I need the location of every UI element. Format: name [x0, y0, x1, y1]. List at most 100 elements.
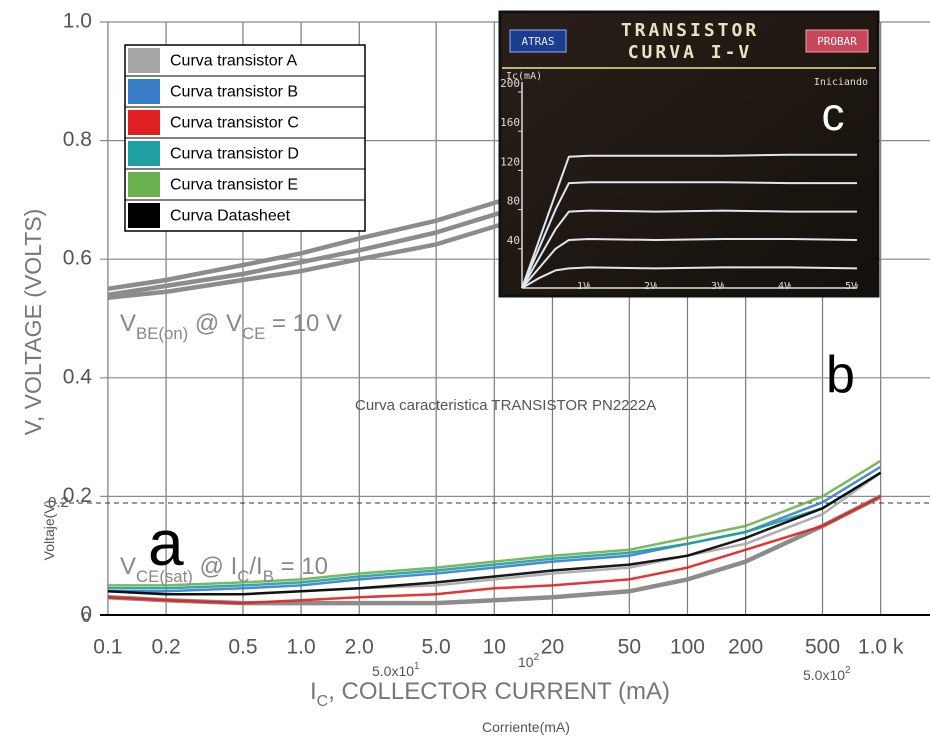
inset-y-tick-label: 120 [500, 155, 520, 168]
inset-letter: c [822, 88, 845, 140]
annotation: 5.0x102 [803, 665, 851, 683]
annotation: a [148, 507, 184, 579]
annotation-part: 2 [534, 652, 539, 663]
y-tick-label: 0.4 [63, 365, 93, 388]
series-line [521, 238, 858, 289]
legend-label: Curva transistor A [170, 53, 297, 70]
annotation: 5.0x101 [372, 661, 420, 679]
inset-x-tick-label: 1V [577, 281, 589, 292]
annotation-part: V [120, 553, 136, 580]
annotation: b [826, 346, 855, 404]
x-axis-label: IC, COLLECTOR CURRENT (mA) [310, 678, 670, 709]
x-tick-label: 1.0 k [858, 636, 904, 659]
annotation-part: C [237, 567, 249, 586]
series-line [107, 471, 882, 596]
series-line [521, 209, 857, 289]
legend-swatch [128, 48, 160, 73]
legend-label: Curva Datasheet [170, 208, 291, 225]
x-tick-label: 20 [541, 636, 564, 659]
annotation-part: Corriente(mA) [482, 719, 570, 735]
inset-y-tick-label: 200 [500, 77, 520, 90]
annotation-part: 1 [414, 661, 419, 672]
legend-label: Curva transistor D [170, 146, 299, 163]
x-tick-label: 500 [805, 636, 840, 659]
annotation-part: = 10 V [265, 310, 342, 337]
x-tick-label: 100 [670, 636, 705, 659]
annotation-part: @ I [193, 553, 237, 580]
x-tick-label: 0.1 [93, 636, 122, 659]
annotation: VBE(on) @ VCE = 10 V [120, 310, 342, 343]
y-tick-label: 0.8 [63, 128, 92, 151]
annotation-part: /I [249, 553, 262, 580]
annotation-part: Curva caracteristica TRANSISTOR PN2222A [355, 397, 656, 414]
series-line [521, 266, 858, 289]
series-line [521, 181, 857, 289]
inset-status: Iniciando [814, 77, 868, 88]
series-line [521, 153, 857, 289]
x-tick-label: 0.2 [151, 636, 180, 659]
x-axis-label-part: , COLLECTOR CURRENT (mA) [328, 678, 670, 705]
inset-x-tick-label: 4V [778, 281, 790, 292]
inset-button-label: PROBAR [817, 35, 857, 48]
series-line [107, 459, 882, 587]
annotation-part: b [826, 346, 855, 404]
annotation-part: 0.2 [48, 494, 69, 511]
legend-label: Curva transistor C [170, 115, 299, 132]
annotation-part: 10 [518, 654, 534, 670]
annotation-part: CE [242, 324, 265, 343]
x-axis-label-part: I [310, 678, 317, 705]
annotation: 0.2 [48, 494, 69, 511]
annotation-part: 5.0x10 [372, 663, 414, 679]
inset-y-tick-label: 80 [507, 195, 520, 208]
inset-x-tick-label: 3V [711, 281, 723, 292]
legend-swatch [128, 79, 160, 104]
inset-button [509, 29, 567, 53]
inset-x-tick-label: 2V [644, 281, 656, 292]
x-tick-label: 1.0 [287, 636, 316, 659]
inset-title: CURVA I-V [628, 42, 753, 63]
annotation: Corriente(mA) [482, 719, 570, 735]
x-tick-label: 0.5 [228, 636, 257, 659]
inset-x-tick-label: 5V [845, 281, 857, 292]
inset-button-label: ATRAS [521, 35, 554, 48]
inset-y-label: Ic(mA) [506, 71, 542, 82]
inset-title: TRANSISTOR [621, 20, 759, 41]
x-tick-label: 200 [728, 636, 763, 659]
annotation: Voltaje(V) [41, 500, 57, 561]
legend-label: Curva transistor B [170, 84, 298, 101]
x-tick-label: 50 [618, 636, 641, 659]
annotation: Curva caracteristica TRANSISTOR PN2222A [355, 397, 656, 414]
annotation-part: 0 [82, 609, 90, 626]
annotation-part: 2 [845, 665, 850, 676]
annotation-part: V [120, 310, 136, 337]
annotation-part: 5.0x10 [803, 667, 845, 683]
annotation-part: B [263, 567, 274, 586]
y-tick-label: 0.6 [63, 247, 92, 270]
series-line [107, 495, 882, 605]
inset-button [805, 29, 869, 53]
legend-swatch [128, 203, 160, 228]
y-tick-label: 0.2 [63, 484, 92, 507]
annotation-part: a [148, 507, 184, 579]
annotation-part: @ V [188, 310, 242, 337]
legend-swatch [128, 141, 160, 166]
annotation-part: = 10 [274, 553, 328, 580]
annotation: 0 [82, 609, 90, 626]
inset-y-tick-label: 40 [507, 234, 520, 247]
x-tick-label: 5.0 [422, 636, 451, 659]
x-tick-label: 10 [483, 636, 506, 659]
legend-swatch [128, 172, 160, 197]
y-axis-label: V, VOLTAGE (VOLTS) [20, 209, 46, 436]
legend-label: Curva transistor E [170, 177, 298, 194]
x-tick-label: 2.0 [345, 636, 374, 659]
x-axis-label-part: C [317, 693, 329, 710]
annotation-part: BE(on) [136, 324, 188, 343]
annotation: 102 [518, 652, 539, 670]
legend-swatch [128, 110, 160, 135]
inset-y-tick-label: 160 [500, 116, 520, 129]
annotation-part: Voltaje(V) [41, 500, 57, 561]
y-tick-label: 0 [80, 603, 92, 626]
y-tick-label: 1.0 [63, 10, 92, 33]
